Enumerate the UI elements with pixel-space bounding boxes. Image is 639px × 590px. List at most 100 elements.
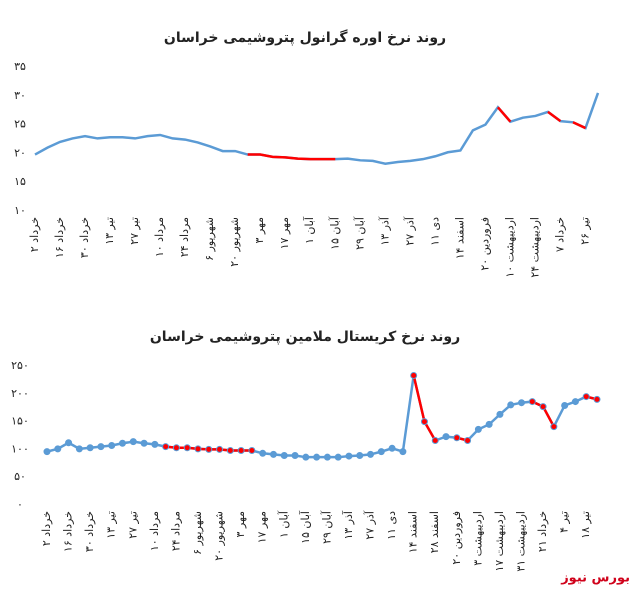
x-tick-label: ۱۰ مرداد bbox=[148, 511, 161, 551]
x-tick-label: ۳۱ اردیبهشت bbox=[515, 511, 528, 572]
data-point bbox=[399, 448, 407, 456]
x-tick-label: ۱۵ آبان bbox=[298, 510, 312, 544]
x-tick-label: ۱۳ تیر bbox=[105, 511, 118, 539]
data-point bbox=[54, 445, 62, 453]
x-tick-label: ۱ آبان bbox=[276, 510, 290, 538]
data-point bbox=[75, 445, 83, 453]
x-tick-label: ۲۷ تیر bbox=[126, 511, 139, 539]
x-tick-label: ۱۸ تیر bbox=[579, 511, 592, 539]
x-tick-label: ۳ اردیبهشت bbox=[471, 511, 484, 566]
chart-title: روند نرخ اوره گرانول پتروشیمی خراسان bbox=[164, 29, 446, 46]
data-point bbox=[453, 434, 461, 442]
x-tick-label: ۱۰ اردیبهشت bbox=[503, 217, 516, 278]
data-point bbox=[151, 440, 159, 448]
data-point bbox=[507, 401, 515, 409]
x-tick-label: ۲۴ مرداد bbox=[178, 217, 191, 257]
data-point bbox=[518, 399, 526, 407]
y-tick-label: ۱۵۰ bbox=[11, 415, 29, 428]
data-point bbox=[539, 403, 547, 411]
data-point bbox=[420, 418, 428, 426]
data-point bbox=[474, 425, 482, 433]
data-line bbox=[34, 92, 600, 166]
data-point bbox=[550, 423, 558, 431]
x-tick-label: ۱۰ مرداد bbox=[153, 217, 166, 257]
data-point bbox=[334, 453, 342, 461]
x-tick-label: ۱۶ خرداد bbox=[53, 217, 66, 258]
x-tick-label: ۳ مهر bbox=[234, 511, 247, 538]
x-tick-label: ۱۱ دی bbox=[428, 217, 441, 246]
x-tick-label: ۱۳ تیر bbox=[103, 217, 116, 245]
data-point bbox=[302, 453, 310, 461]
data-point bbox=[377, 448, 385, 456]
x-tick-label: ۲۴ مرداد bbox=[169, 511, 182, 551]
data-point bbox=[356, 452, 364, 460]
x-tick-label: ۱۷ مهر bbox=[278, 217, 291, 249]
data-point bbox=[431, 437, 439, 445]
data-point bbox=[118, 439, 126, 447]
y-tick-label: ۲۰ bbox=[14, 146, 26, 159]
data-point bbox=[561, 401, 569, 409]
data-point bbox=[259, 449, 267, 457]
data-point bbox=[582, 393, 590, 401]
y-tick-label: ۲۵ bbox=[14, 118, 26, 131]
data-point bbox=[65, 439, 73, 447]
x-tick-label: ۱۴ اسفند bbox=[453, 217, 466, 259]
x-tick-label: ۲۰ شهریور bbox=[213, 511, 226, 561]
x-tick-label: ۲۴ اردیبهشت bbox=[528, 217, 541, 278]
x-tick-label: ۱۳ آذر bbox=[341, 510, 355, 540]
data-point bbox=[388, 444, 396, 452]
y-tick-label: ۱۵ bbox=[14, 175, 26, 188]
x-tick-label: ۲۰ فروردین bbox=[450, 511, 463, 565]
x-tick-label: ۱۷ مهر bbox=[256, 511, 269, 543]
data-point bbox=[464, 437, 472, 445]
x-tick-label: ۱۱ دی bbox=[385, 511, 398, 540]
data-point bbox=[269, 450, 277, 458]
footer: بورس نیوز bbox=[560, 571, 630, 586]
data-point bbox=[593, 395, 601, 403]
highlight-line bbox=[572, 121, 587, 130]
x-tick-label: ۷ خرداد bbox=[553, 217, 566, 252]
x-tick-label: ۲ خرداد bbox=[40, 511, 53, 546]
x-tick-label: ۱۶ خرداد bbox=[62, 511, 75, 552]
data-point bbox=[140, 439, 148, 447]
data-point bbox=[442, 433, 450, 441]
x-tick-label: ۲۷ آذر bbox=[402, 216, 416, 246]
y-tick-label: ۲۵۰ bbox=[11, 359, 29, 372]
data-point bbox=[129, 438, 137, 446]
x-tick-label: ۱۴ اسفند bbox=[407, 511, 420, 553]
highlight-line bbox=[496, 106, 512, 123]
data-point bbox=[86, 444, 94, 452]
y-tick-label: ۳۰ bbox=[14, 89, 26, 102]
x-tick-label: ۱۳ آذر bbox=[377, 216, 391, 246]
data-point bbox=[345, 452, 353, 460]
data-line bbox=[46, 375, 598, 459]
data-point bbox=[205, 445, 213, 453]
data-point bbox=[183, 444, 191, 452]
data-point bbox=[162, 443, 170, 451]
data-point bbox=[410, 371, 418, 379]
x-tick-label: ۲۰ فروردین bbox=[478, 217, 491, 271]
y-tick-label: ۲۰۰ bbox=[11, 387, 29, 400]
data-point bbox=[528, 398, 536, 406]
x-tick-label: ۱ آبان bbox=[302, 216, 316, 244]
data-point bbox=[485, 420, 493, 428]
data-point bbox=[367, 450, 375, 458]
x-tick-label: ۲۹ آبان bbox=[352, 216, 366, 250]
chart-title: روند نرخ کریستال ملامین پتروشیمی خراسان bbox=[150, 329, 460, 345]
y-tick-label: ۱۰ bbox=[14, 204, 26, 217]
data-point bbox=[291, 452, 299, 460]
data-point bbox=[280, 452, 288, 460]
x-tick-label: ۲۶ تیر bbox=[578, 217, 591, 245]
x-tick-label: ۴ تیر bbox=[558, 511, 571, 533]
data-point bbox=[194, 445, 202, 453]
x-tick-label: ۳۰ خرداد bbox=[83, 511, 96, 552]
y-tick-label: ۳۵ bbox=[14, 60, 26, 73]
data-point bbox=[323, 453, 331, 461]
y-tick-label: ۵۰ bbox=[14, 470, 26, 483]
x-tick-label: ۱۵ آبان bbox=[327, 216, 341, 250]
data-point bbox=[571, 398, 579, 406]
x-tick-label: ۲ خرداد bbox=[28, 217, 41, 252]
x-tick-label: ۶ شهریور bbox=[191, 511, 204, 555]
y-tick-label: ۰ bbox=[17, 498, 23, 511]
